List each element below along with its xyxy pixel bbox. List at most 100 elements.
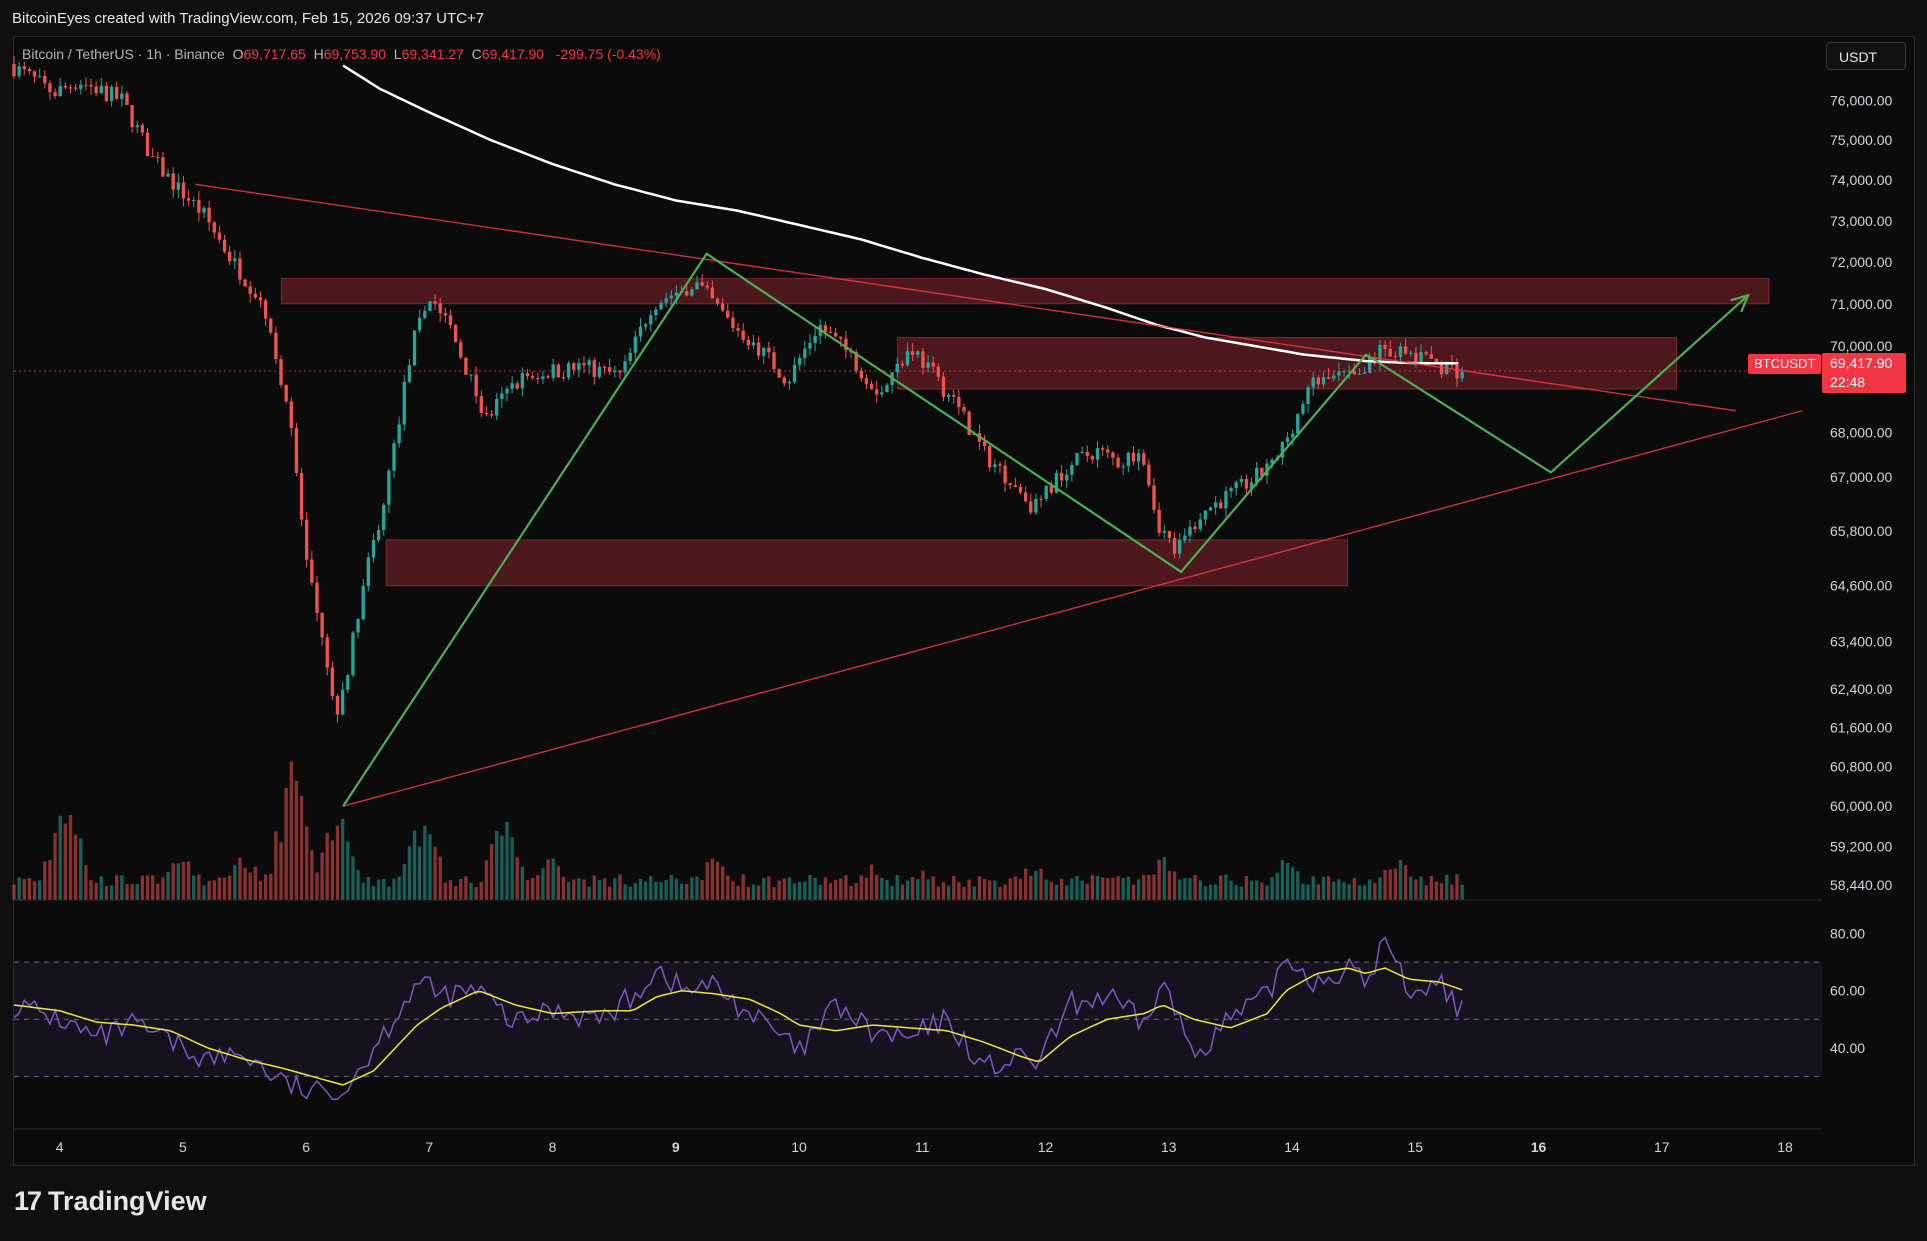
- volume-bar: [418, 846, 422, 900]
- volume-bar: [957, 882, 961, 900]
- volume-bar: [269, 873, 273, 900]
- volume-bar: [541, 868, 545, 900]
- supply-demand-zones: [280, 278, 1770, 587]
- candle-body: [685, 291, 689, 296]
- volume-bar: [392, 878, 396, 900]
- volume-bar: [659, 882, 663, 900]
- candle-body: [597, 366, 602, 377]
- volume-bar: [715, 861, 720, 900]
- candle-body: [669, 295, 673, 299]
- volume-bar: [839, 878, 843, 900]
- volume-bar: [638, 879, 643, 900]
- volume-bar: [982, 879, 987, 900]
- volume-bar: [1414, 879, 1418, 900]
- candle-body: [1147, 464, 1151, 486]
- volume-bar: [366, 877, 370, 900]
- trendlines: [195, 183, 1803, 807]
- last-price-tag: 69,417.90 22:48: [1822, 353, 1906, 393]
- candle-body: [12, 63, 16, 77]
- volume-bar: [238, 857, 242, 900]
- volume-bar: [685, 884, 689, 900]
- volume-bar: [916, 879, 920, 900]
- candle-body: [988, 445, 992, 468]
- candle-body: [253, 293, 258, 298]
- price-axis-label: 75,000.00: [1830, 132, 1892, 148]
- volume-bar: [792, 883, 797, 900]
- candle-body: [299, 472, 304, 520]
- candle-body: [869, 384, 874, 390]
- volume-bar: [130, 884, 134, 900]
- candle-body: [638, 326, 643, 337]
- candle-body: [1121, 466, 1125, 468]
- volume-bar: [258, 881, 263, 900]
- currency-selector[interactable]: USDT: [1826, 42, 1906, 70]
- volume-bar: [613, 878, 617, 900]
- candle-body: [936, 366, 941, 377]
- volume-bar: [248, 872, 252, 900]
- candle-body: [1080, 451, 1084, 454]
- candle-body: [633, 336, 638, 353]
- volume-bar: [27, 877, 32, 900]
- candle-body: [382, 504, 386, 531]
- candle-body: [53, 92, 57, 97]
- volume-bar: [1203, 886, 1208, 900]
- volume-bar: [782, 878, 786, 900]
- candle-body: [1075, 453, 1079, 465]
- candle-body: [1219, 502, 1223, 509]
- volume-bar: [1342, 882, 1346, 900]
- price-axis-label: 58,440.00: [1830, 877, 1892, 893]
- candle-body: [1044, 485, 1048, 499]
- volume-bar: [500, 835, 504, 900]
- pattern-path: [342, 252, 1749, 807]
- legend-close-label: C: [471, 46, 482, 62]
- volume-bar: [1275, 872, 1279, 900]
- candle-body: [643, 324, 648, 327]
- volume-bar: [48, 859, 52, 900]
- volume-bar: [1326, 876, 1331, 900]
- candle-body: [777, 369, 781, 378]
- candle-body: [1213, 502, 1218, 508]
- time-axis-label: 14: [1284, 1139, 1300, 1155]
- volume-bar: [803, 881, 807, 900]
- brand-name: TradingView: [48, 1186, 207, 1216]
- volume-bar: [1167, 870, 1172, 900]
- volume-bar: [1439, 883, 1444, 900]
- time-axis-label: 9: [672, 1139, 680, 1155]
- candle-body: [1039, 498, 1043, 500]
- price-axis-label: 62,400.00: [1830, 681, 1892, 697]
- volume-bar: [120, 875, 124, 900]
- volume-bar: [520, 866, 525, 900]
- candle-body: [366, 557, 370, 587]
- volume-bar: [202, 885, 206, 900]
- volume-bar: [109, 885, 114, 900]
- candle-body: [315, 582, 319, 613]
- price-axis-label: 68,000.00: [1830, 425, 1892, 441]
- volume-bar: [1106, 878, 1110, 900]
- candle-body: [782, 377, 786, 384]
- candle-body: [1111, 452, 1115, 458]
- price-axis-label: 60,000.00: [1830, 798, 1892, 814]
- volume-bar: [1311, 876, 1315, 900]
- volume-bar: [1039, 868, 1043, 900]
- candle-body: [885, 384, 889, 393]
- candle-body: [654, 309, 658, 316]
- volume-bar: [926, 879, 930, 900]
- volume-bar: [1445, 874, 1449, 900]
- tradingview-logo[interactable]: 17 TradingView: [14, 1186, 207, 1217]
- volume-bar: [469, 882, 473, 900]
- volume-bar: [1352, 878, 1356, 900]
- candle-body: [808, 342, 812, 349]
- volume-bar: [135, 884, 139, 900]
- candle-body: [731, 317, 735, 329]
- volume-bar: [536, 874, 540, 900]
- candle-body: [1362, 372, 1367, 374]
- candle-body: [479, 396, 483, 414]
- candle-body: [623, 361, 627, 373]
- volume-bar: [1029, 875, 1033, 900]
- candle-body: [79, 84, 83, 89]
- volume-bar: [1085, 883, 1089, 900]
- volume-bar: [674, 878, 679, 900]
- volume-bar: [649, 876, 653, 900]
- price-axis-label: 67,000.00: [1830, 469, 1892, 485]
